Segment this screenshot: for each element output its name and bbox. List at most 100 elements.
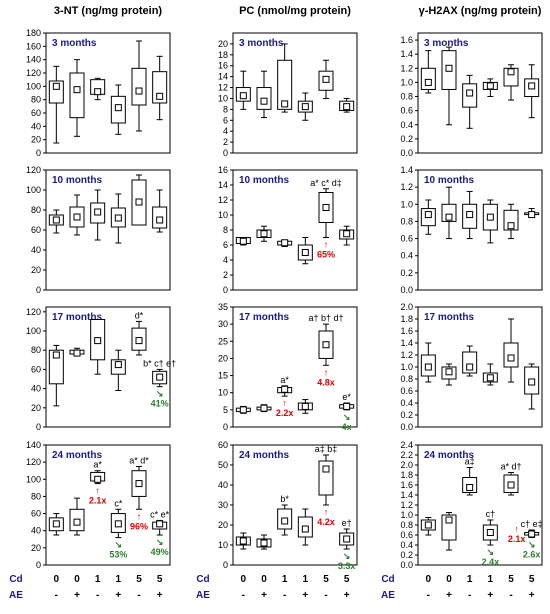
group-label: 1 bbox=[467, 574, 473, 585]
y-tick-label: 5 bbox=[223, 405, 228, 415]
annotation: 2.6x bbox=[523, 550, 541, 560]
group-label: 5 bbox=[323, 574, 329, 585]
median-marker bbox=[260, 97, 268, 105]
annotation: 4.2x bbox=[317, 517, 335, 527]
y-tick-label: 0.8 bbox=[400, 92, 413, 102]
y-tick-label: 1.2 bbox=[400, 350, 413, 360]
median-marker bbox=[343, 230, 351, 238]
y-tick-label: 18 bbox=[218, 50, 228, 60]
y-tick-label: 100 bbox=[26, 185, 41, 195]
y-tick-label: 16 bbox=[218, 61, 228, 71]
median-marker bbox=[343, 535, 351, 543]
median-marker bbox=[73, 349, 81, 357]
annotation: 4x bbox=[342, 422, 352, 432]
y-tick-label: 14 bbox=[218, 72, 228, 82]
y-tick-label: 20 bbox=[31, 403, 41, 413]
column-title: 3-NT (ng/mg protein) bbox=[54, 5, 162, 17]
median-marker bbox=[528, 378, 536, 386]
annotation: ↘ bbox=[115, 540, 123, 550]
group-row-label: AE bbox=[9, 590, 23, 601]
y-tick-label: 1.0 bbox=[400, 362, 413, 372]
y-tick-label: 0 bbox=[36, 422, 41, 432]
y-tick-label: 1.4 bbox=[400, 49, 413, 59]
annotation: c* bbox=[114, 498, 123, 508]
y-tick-label: 0 bbox=[223, 148, 228, 158]
y-tick-label: 0.6 bbox=[400, 530, 413, 540]
group-label: - bbox=[283, 590, 286, 601]
annotation: c† bbox=[486, 509, 496, 519]
y-tick-label: 2.2 bbox=[400, 450, 413, 460]
group-row-label: Cd bbox=[9, 574, 22, 585]
group-row-label: Cd bbox=[381, 574, 394, 585]
group-label: - bbox=[427, 590, 430, 601]
y-tick-label: 0.0 bbox=[400, 148, 413, 158]
annotation: e† bbox=[342, 518, 352, 528]
median-marker bbox=[156, 92, 164, 100]
panel-title: 10 months bbox=[239, 175, 289, 186]
panel-title: 24 months bbox=[239, 450, 289, 461]
y-tick-label: 100 bbox=[26, 81, 41, 91]
median-marker bbox=[301, 402, 309, 410]
annotation: ↑ bbox=[324, 507, 329, 517]
y-tick-label: 40 bbox=[31, 384, 41, 394]
y-tick-label: 0 bbox=[223, 422, 228, 432]
group-label: - bbox=[509, 590, 512, 601]
panel-title: 3 months bbox=[52, 38, 97, 49]
panel-title: 24 months bbox=[52, 450, 102, 461]
y-tick-label: 2.0 bbox=[400, 302, 413, 312]
panel-frame bbox=[45, 306, 171, 428]
y-tick-label: 0.2 bbox=[400, 550, 413, 560]
group-label: + bbox=[529, 590, 535, 601]
median-marker bbox=[424, 211, 432, 219]
y-tick-label: 1.6 bbox=[400, 480, 413, 490]
median-marker bbox=[301, 103, 309, 111]
y-tick-label: 40 bbox=[218, 480, 228, 490]
median-marker bbox=[507, 354, 515, 362]
median-marker bbox=[507, 222, 515, 230]
annotation: 53% bbox=[109, 550, 127, 560]
group-label: 1 bbox=[95, 574, 101, 585]
y-tick-label: 140 bbox=[26, 440, 41, 450]
median-marker bbox=[260, 539, 268, 547]
median-marker bbox=[281, 100, 289, 108]
y-tick-label: 1.0 bbox=[400, 510, 413, 520]
group-row-label: AE bbox=[381, 590, 395, 601]
median-marker bbox=[94, 208, 102, 216]
median-marker bbox=[135, 480, 143, 488]
y-tick-label: 80 bbox=[31, 491, 41, 501]
annotation: 96% bbox=[130, 521, 148, 531]
annotation: a‡ bbox=[465, 457, 475, 467]
panel-title: 3 months bbox=[424, 38, 469, 49]
y-tick-label: 20 bbox=[31, 265, 41, 275]
annotation: ↘ bbox=[156, 537, 164, 547]
panel-frame bbox=[417, 444, 543, 566]
y-tick-label: 2 bbox=[223, 137, 228, 147]
annotation: ↘ bbox=[343, 551, 351, 561]
y-tick-label: 16 bbox=[218, 165, 228, 175]
y-tick-label: 0.4 bbox=[400, 540, 413, 550]
box bbox=[420, 67, 436, 90]
group-label: + bbox=[344, 590, 350, 601]
y-tick-label: 40 bbox=[31, 526, 41, 536]
group-label: 1 bbox=[303, 574, 309, 585]
y-tick-label: 12 bbox=[218, 83, 228, 93]
y-tick-label: 180 bbox=[26, 28, 41, 38]
group-label: 0 bbox=[54, 574, 60, 585]
group-label: 0 bbox=[261, 574, 267, 585]
y-tick-label: 10 bbox=[218, 93, 228, 103]
y-tick-label: 1.4 bbox=[400, 338, 413, 348]
group-label: - bbox=[242, 590, 245, 601]
annotation: a* c* d‡ bbox=[310, 178, 342, 188]
y-tick-label: 1.8 bbox=[400, 470, 413, 480]
y-tick-label: 120 bbox=[26, 165, 41, 175]
median-marker bbox=[73, 518, 81, 526]
annotation: ↘ bbox=[487, 547, 495, 557]
y-tick-label: 0.8 bbox=[400, 216, 413, 226]
median-marker bbox=[114, 361, 122, 369]
y-tick-label: 1.0 bbox=[400, 199, 413, 209]
y-tick-label: 1.2 bbox=[400, 182, 413, 192]
annotation: 65% bbox=[317, 250, 335, 260]
median-marker bbox=[135, 337, 143, 345]
annotation: 2.1x bbox=[508, 534, 526, 544]
annotation: 3.3x bbox=[338, 561, 356, 571]
